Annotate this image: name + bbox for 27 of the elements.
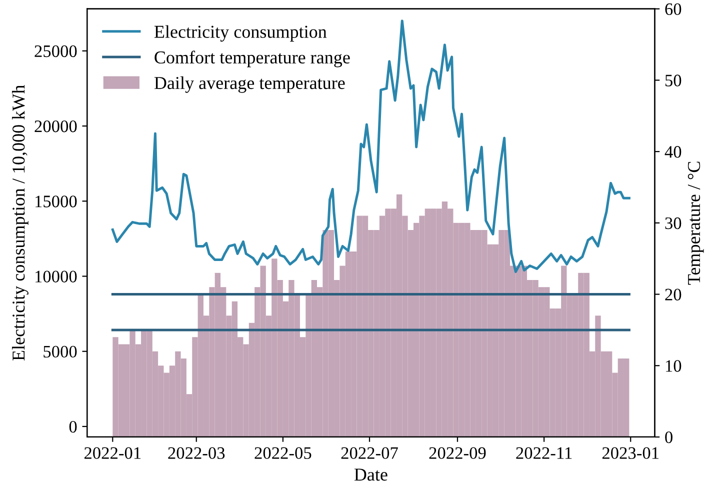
y2-tick-label: 40 (664, 146, 682, 158)
y2-tick-label: 10 (666, 360, 682, 372)
y-tick-label: 15000 (36, 196, 77, 208)
y2-tick-label: 30 (665, 217, 682, 230)
y-tick-label: 25000 (34, 45, 77, 58)
x-tick-label: 2022-03 (168, 447, 225, 459)
y-tick-label: 20000 (34, 120, 77, 132)
x-tick-label: 2022-11 (516, 447, 572, 459)
x-tick-label: 2023-01 (602, 447, 659, 459)
legend-label: Daily average temperature (154, 76, 345, 93)
y-tick-label: 10000 (36, 270, 77, 282)
x-tick-label: 2022-09 (429, 447, 486, 459)
y2-tick-label: 20 (665, 288, 682, 300)
legend-label: Comfort temperature range (154, 50, 350, 68)
y2-axis-title: Temperature / °C (688, 162, 704, 285)
y-axis-title: Electricity consumption / 10,000 kWh (12, 85, 28, 361)
legend-label: Electricity consumption (154, 25, 327, 42)
x-tick-label: 2022-05 (254, 447, 312, 459)
y-tick-label: 0 (69, 420, 77, 433)
y2-tick-label: 0 (665, 431, 672, 444)
x-axis-title: Date (354, 468, 388, 481)
y-tick-label: 5000 (44, 346, 77, 358)
x-tick-label: 2022-07 (341, 447, 398, 459)
y2-tick-label: 50 (665, 74, 682, 86)
x-tick-label: 2022-01 (84, 447, 141, 459)
line-series (111, 20, 630, 273)
y2-tick-label: 60 (665, 3, 682, 16)
